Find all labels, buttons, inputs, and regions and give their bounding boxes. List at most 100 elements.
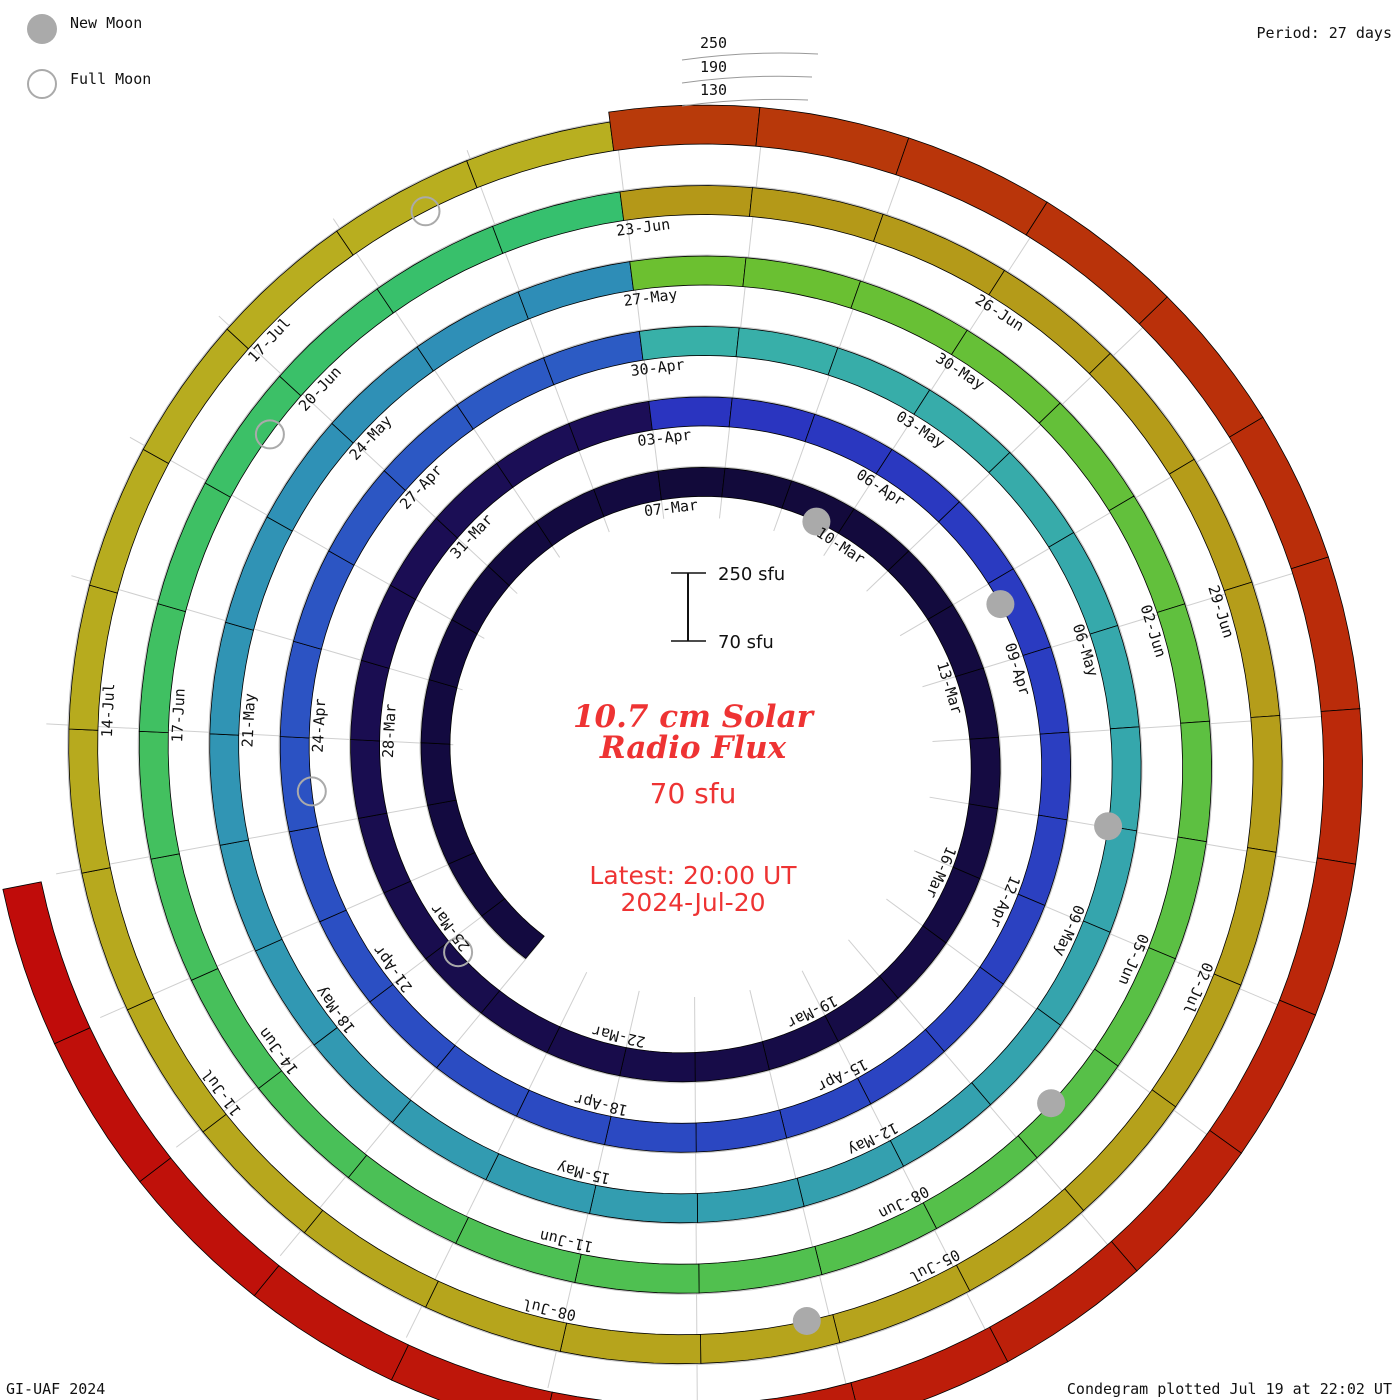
flux-day-segment [574, 1253, 700, 1294]
flux-day-segment [328, 470, 406, 566]
flux-day-segment [695, 1109, 788, 1153]
grid-spoke [218, 315, 518, 594]
grid-spoke [773, 147, 912, 532]
grid-spoke [866, 309, 1162, 592]
chart-title-line1: 10.7 cm Solar [573, 699, 816, 735]
date-label: 24-Apr [309, 698, 330, 753]
reference-spiral [67, 113, 1284, 1366]
full-moon-marker [296, 776, 327, 807]
flux-day-segment [150, 853, 219, 981]
flux-day-segment [832, 1264, 971, 1344]
new-moon-marker [792, 1307, 821, 1335]
flux-day-segment [485, 1153, 597, 1214]
flux-day-segment [721, 467, 793, 509]
flux-day-segment [466, 121, 615, 189]
new-moon-marker [802, 507, 831, 536]
flux-day-segment [2, 881, 91, 1045]
date-label: 14-Jul [98, 683, 118, 738]
full-moon-marker [410, 196, 441, 227]
new-moon-legend-label: New Moon [70, 14, 142, 32]
flux-day-segment [389, 517, 459, 601]
grid-spoke [100, 853, 474, 1019]
flux-day-segment [550, 1391, 603, 1400]
flux-scale-bar: 250 sfu 70 sfu [671, 564, 785, 653]
footer-credit: GI-UAF 2024 [6, 1380, 105, 1398]
grid-spoke [613, 114, 665, 519]
flux-day-segment [1213, 847, 1277, 986]
flux-day-segment [694, 1041, 770, 1082]
grid-spoke [46, 723, 454, 746]
current-flux-value: 70 sfu [650, 777, 737, 810]
flux-day-segment [416, 291, 529, 372]
flux-day-segment [376, 225, 504, 314]
flux-day-segment [1038, 402, 1135, 512]
flux-day-segment [872, 213, 1006, 296]
flux-day-segment [89, 448, 170, 594]
flux-day-segment [619, 1047, 696, 1083]
flux-day-segment [952, 803, 998, 880]
flux-day-segment [1168, 458, 1253, 592]
full-moon-marker [443, 937, 474, 968]
flux-day-segment [629, 255, 747, 291]
flux-day-segment [480, 990, 561, 1054]
flux-day-segment [1038, 731, 1071, 821]
flux-day-segment [535, 488, 605, 547]
period-label: Period: 27 days [1257, 24, 1392, 42]
flux-day-segment [648, 396, 733, 431]
flux-day-segment [988, 451, 1075, 548]
date-label: 17-Jun [168, 688, 189, 743]
flux-reference-scale: 250 190 130 [681, 34, 819, 107]
flux-day-segment [1089, 624, 1140, 730]
flux-day-segment [420, 742, 457, 806]
flux-day-segment [619, 185, 753, 221]
flux-day-segment [604, 1115, 697, 1153]
full-moon-legend-icon [27, 69, 57, 99]
flux-day-segment [81, 867, 155, 1011]
flux-day-segment [266, 422, 354, 532]
latest-time: Latest: 20:00 UT [589, 861, 797, 890]
flux-day-segment [755, 106, 910, 176]
scale-top-label: 250 sfu [718, 564, 785, 585]
flux-day-segment [850, 280, 968, 356]
flux-day-segment [347, 1154, 469, 1244]
grid-spoke [71, 575, 463, 691]
chart-title-line2: Radio Flux [599, 730, 787, 766]
flux-day-segment [543, 330, 644, 386]
flux-day-segment [1017, 1048, 1119, 1159]
flux-day-segment [895, 137, 1048, 236]
flux-day-segment [1148, 836, 1207, 960]
flux-day-segment [850, 1326, 1009, 1400]
flux-day-segment [759, 1382, 856, 1400]
flux-day-segment [937, 501, 1014, 585]
flux-day-segment [968, 736, 1001, 810]
flux-day-segment [559, 1322, 702, 1365]
flux-day-segment [638, 326, 740, 361]
date-label: 21-May [238, 693, 259, 748]
flux-day-segment [1177, 720, 1213, 843]
flux-day-segment [1048, 531, 1119, 635]
flux-day-segment [204, 375, 302, 498]
flux-day-segment [360, 584, 417, 669]
new-moon-marker [1037, 1089, 1066, 1118]
scale-bottom-label: 70 sfu [718, 632, 774, 653]
full-moon-legend-label: Full Moon [70, 70, 151, 88]
flux-day-segment [657, 466, 726, 501]
flux-day-segment [517, 261, 634, 320]
flux-day-segment [728, 397, 816, 443]
flux-day-segment [922, 1135, 1038, 1230]
footer-plot-time: Condegram plotted Jul 19 at 22:02 UT [1067, 1380, 1392, 1398]
grid-spoke [823, 213, 1046, 556]
flux-day-segment [1017, 814, 1068, 907]
flux-day-segment [889, 1082, 992, 1167]
flux-day-segment [924, 966, 1004, 1053]
flux-day-segment [827, 347, 931, 415]
full-moon-marker [254, 419, 285, 450]
flux-tick-190: 190 [700, 58, 727, 76]
flux-day-segment [856, 1028, 945, 1105]
grid-spoke [332, 218, 561, 558]
flux-day-segment [1108, 495, 1186, 613]
new-moon-marker [986, 590, 1015, 619]
flux-day-segment [357, 812, 412, 894]
flux-day-segment [456, 357, 555, 430]
